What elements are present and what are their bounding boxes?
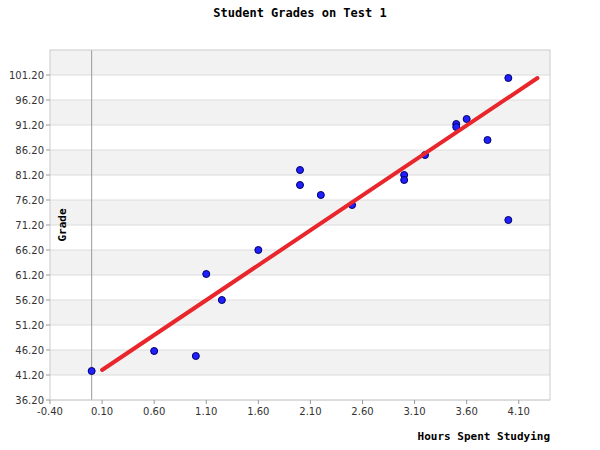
grid-line: [50, 125, 550, 126]
grid-line: [50, 175, 550, 176]
point: [505, 217, 512, 224]
point: [401, 177, 408, 184]
grid-line: [50, 100, 550, 101]
grid-band: [50, 300, 550, 325]
y-tick: [46, 75, 50, 76]
plot-frame: [50, 50, 550, 400]
y-axis-label: Grade: [56, 208, 69, 241]
y-tick-label: 41.20: [15, 370, 44, 381]
point: [505, 75, 512, 82]
grid-line: [50, 200, 550, 201]
y-tick-label: 56.20: [15, 295, 44, 306]
point: [255, 247, 262, 254]
x-tick: [518, 400, 519, 404]
title: Student Grades on Test 1: [213, 6, 386, 20]
grid-bands: [50, 50, 550, 375]
grid-line: [50, 375, 550, 376]
chart: -0.40 0.10 0.60 1.10 1.60 2.10 2.60 3.10 3.60 4.1…: [0, 0, 600, 450]
background: [0, 0, 600, 450]
grid-band: [50, 50, 550, 75]
y-tick: [46, 375, 50, 376]
point: [203, 271, 210, 278]
x-tick-label: -0.40: [37, 406, 63, 417]
y-tick: [46, 100, 50, 101]
x-tick: [258, 400, 259, 404]
y-tick: [46, 325, 50, 326]
trend-line: [102, 78, 537, 370]
point: [297, 182, 304, 189]
x-tick: [362, 400, 363, 404]
x-tick-label: 3.10: [403, 406, 425, 417]
y-tick-label: 91.20: [15, 120, 44, 131]
y-tick-label: 81.20: [15, 170, 44, 181]
grid-line: [50, 225, 550, 226]
grid-line: [50, 275, 550, 276]
grid-band: [50, 150, 550, 175]
point: [297, 167, 304, 174]
grid-lines: [50, 75, 550, 400]
grid-line: [50, 75, 550, 76]
y-tick-label: 71.20: [15, 220, 44, 231]
grid-line: [50, 300, 550, 301]
x-tick: [466, 400, 467, 404]
point: [192, 353, 199, 360]
y-tick: [46, 400, 50, 401]
y-tick-label: 46.20: [15, 345, 44, 356]
y-tick-label: 36.20: [15, 395, 44, 406]
grid-line: [50, 150, 550, 151]
y-tick-label: 51.20: [15, 320, 44, 331]
x-tick-label: 4.10: [508, 406, 530, 417]
point: [88, 368, 95, 375]
x-tick-label: 0.60: [143, 406, 165, 417]
grid-line: [50, 350, 550, 351]
point: [463, 116, 470, 123]
point: [151, 348, 158, 355]
point: [317, 192, 324, 199]
y-tick: [46, 175, 50, 176]
x-axis: -0.40 0.10 0.60 1.10 1.60 2.10 2.60 3.10 3.60 4.1…: [37, 400, 530, 417]
y-tick-label: 96.20: [15, 95, 44, 106]
y-tick-label: 86.20: [15, 145, 44, 156]
x-tick: [154, 400, 155, 404]
x-tick: [414, 400, 415, 404]
y-tick: [46, 275, 50, 276]
marks: [88, 75, 537, 375]
x-tick-label: 3.60: [456, 406, 478, 417]
grid-band: [50, 200, 550, 225]
y-tick: [46, 125, 50, 126]
x-tick: [206, 400, 207, 404]
y-tick: [46, 250, 50, 251]
x-tick-label: 1.60: [247, 406, 269, 417]
y-tick-label: 101.20: [9, 70, 44, 81]
y-tick-label: 76.20: [15, 195, 44, 206]
plot-area: [50, 50, 550, 400]
x-tick: [102, 400, 103, 404]
x-tick-label: 2.10: [299, 406, 321, 417]
x-tick: [310, 400, 311, 404]
y-axis: 36.20 41.20 46.20 51.20 56.20 61.20 66.20 71.20…: [9, 70, 50, 406]
point: [218, 297, 225, 304]
y-axis-line: [91, 50, 92, 400]
x-tick: [50, 400, 51, 404]
y-tick: [46, 150, 50, 151]
grid-line: [50, 250, 550, 251]
y-tick-label: 66.20: [15, 245, 44, 256]
point: [484, 137, 491, 144]
x-axis-label: Hours Spent Studying: [418, 430, 550, 443]
grid-band: [50, 250, 550, 275]
y-tick: [46, 225, 50, 226]
y-tick: [46, 200, 50, 201]
grid-line: [50, 325, 550, 326]
x-tick-label: 1.10: [195, 406, 217, 417]
y-tick: [46, 350, 50, 351]
x-tick-label: 0.10: [91, 406, 113, 417]
y-tick: [46, 300, 50, 301]
x-tick-label: 2.60: [351, 406, 373, 417]
y-tick-label: 61.20: [15, 270, 44, 281]
